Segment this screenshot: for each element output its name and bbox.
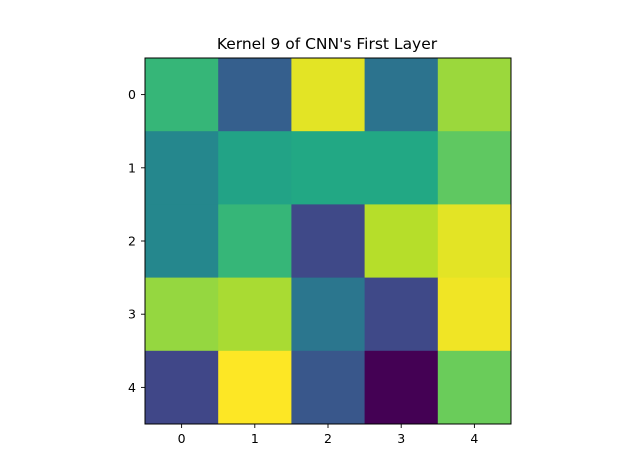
heatmap-cell-r2-c4 xyxy=(437,204,512,278)
heatmap-cell-r3-c2 xyxy=(291,277,365,352)
heatmap-cell-r0-c3 xyxy=(364,58,439,132)
heatmap-cell-r2-c3 xyxy=(364,204,439,278)
heatmap-cell-r1-c3 xyxy=(364,131,439,205)
heatmap-cell-r0-c2 xyxy=(291,58,365,132)
y-tick-label-1: 1 xyxy=(128,160,136,175)
heatmap-cell-r3-c1 xyxy=(218,277,292,352)
heatmap-cell-r0-c1 xyxy=(218,58,292,132)
heatmap-cell-r4-c1 xyxy=(218,350,292,425)
heatmap-cell-r1-c2 xyxy=(291,131,365,205)
heatmap-cell-r4-c2 xyxy=(291,350,365,425)
heatmap-cell-r0-c0 xyxy=(145,58,219,132)
x-tick-label-4: 4 xyxy=(470,431,478,446)
y-tick-label-2: 2 xyxy=(128,234,136,249)
heatmap-cell-r2-c0 xyxy=(145,204,219,278)
x-tick-label-3: 3 xyxy=(397,431,405,446)
heatmap-cell-r3-c3 xyxy=(364,277,439,352)
x-tick-label-0: 0 xyxy=(178,431,186,446)
heatmap-cells xyxy=(145,58,512,425)
heatmap-cell-r4-c3 xyxy=(364,350,439,425)
heatmap-cell-r0-c4 xyxy=(437,58,512,132)
heatmap-cell-r1-c4 xyxy=(437,131,512,205)
y-tick-label-3: 3 xyxy=(128,307,136,322)
heatmap-cell-r4-c0 xyxy=(145,350,219,425)
chart-title: Kernel 9 of CNN's First Layer xyxy=(217,35,438,53)
heatmap-cell-r1-c1 xyxy=(218,131,292,205)
heatmap-cell-r4-c4 xyxy=(437,350,512,425)
x-tick-label-2: 2 xyxy=(324,431,332,446)
heatmap-cell-r3-c0 xyxy=(145,277,219,352)
heatmap-cell-r2-c2 xyxy=(291,204,365,278)
heatmap-cell-r1-c0 xyxy=(145,131,219,205)
heatmap-cell-r3-c4 xyxy=(437,277,512,352)
axes: 0 1 2 3 4 0 1 2 3 4 xyxy=(128,57,512,446)
heatmap-cell-r2-c1 xyxy=(218,204,292,278)
x-tick-label-1: 1 xyxy=(251,431,259,446)
y-tick-label-0: 0 xyxy=(128,87,136,102)
y-tick-label-4: 4 xyxy=(128,380,136,395)
